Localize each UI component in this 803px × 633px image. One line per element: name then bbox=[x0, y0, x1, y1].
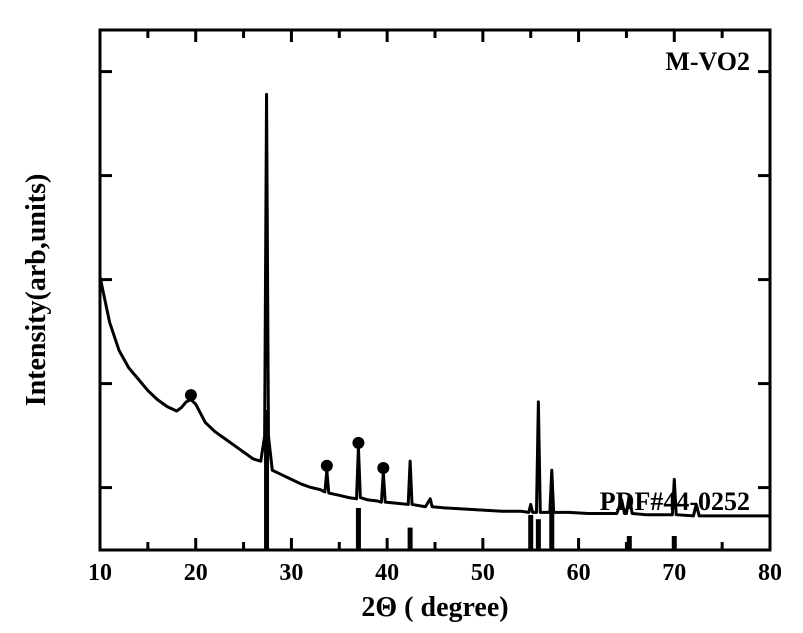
xtick-label: 10 bbox=[88, 560, 112, 586]
xtick-label: 20 bbox=[184, 560, 208, 586]
xtick-label: 80 bbox=[758, 560, 782, 586]
peak-marker bbox=[321, 460, 333, 472]
xtick-label: 40 bbox=[375, 560, 399, 586]
x-axis-label: 2Θ ( degree) bbox=[361, 592, 508, 623]
peak-marker bbox=[352, 437, 364, 449]
xrd-chart: 10 20 30 40 50 60 70 80 M-VO2 PDF#44-0252 2Θ ( deg… bbox=[0, 0, 803, 633]
xtick-label: 30 bbox=[279, 560, 303, 586]
xtick-label: 50 bbox=[471, 560, 495, 586]
peak-marker bbox=[377, 462, 389, 474]
xtick-label: 60 bbox=[567, 560, 591, 586]
y-axis-label: Intensity(arb,units) bbox=[21, 174, 52, 407]
legend-top: M-VO2 bbox=[665, 47, 750, 76]
chart-container: 10 20 30 40 50 60 70 80 M-VO2 PDF#44-0252 2Θ ( deg… bbox=[0, 0, 803, 633]
peak-marker bbox=[185, 389, 197, 401]
legend-bottom: PDF#44-0252 bbox=[600, 487, 750, 516]
xtick-label: 70 bbox=[662, 560, 686, 586]
